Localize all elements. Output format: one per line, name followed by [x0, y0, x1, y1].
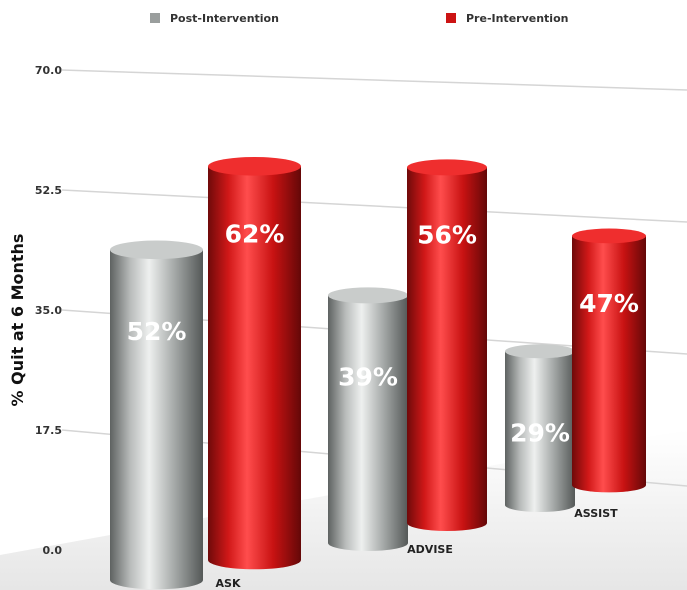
data-label: 47%: [579, 289, 639, 318]
bar-advise-pre: 56%: [407, 159, 487, 531]
bar-assist-post: 29%: [505, 344, 575, 512]
legend-swatch-pre: [446, 13, 456, 23]
legend-label-pre: Pre-Intervention: [466, 12, 568, 25]
category-label: ASK: [216, 577, 241, 590]
bar-advise-post: 39%: [328, 287, 408, 551]
legend-label-post: Post-Intervention: [170, 12, 279, 25]
y-tick-label: 17.5: [35, 424, 62, 437]
y-axis-label: % Quit at 6 Months: [8, 234, 27, 407]
data-label: 56%: [417, 220, 477, 249]
bar-assist-pre: 47%: [572, 228, 646, 493]
data-label: 52%: [127, 317, 187, 346]
y-tick-label: 70.0: [35, 64, 62, 77]
bars: 52% 62% 39% 56% 29% 47%: [110, 157, 646, 590]
y-tick-label: 52.5: [35, 184, 62, 197]
category-labels: ASK ADVISE ASSIST: [216, 507, 619, 590]
data-label: 62%: [225, 219, 285, 248]
data-label: 39%: [338, 362, 398, 391]
y-axis-ticks: 0.0 17.5 35.0 52.5 70.0: [35, 64, 62, 557]
y-tick-label: 35.0: [35, 304, 62, 317]
legend: Post-Intervention Pre-Intervention: [150, 12, 568, 25]
category-label: ASSIST: [574, 507, 618, 520]
category-label: ADVISE: [407, 543, 453, 556]
bar-ask-pre: 62%: [208, 157, 301, 570]
gridline: [61, 69, 687, 91]
legend-swatch-post: [150, 13, 160, 23]
gridline: [61, 189, 687, 223]
bar-ask-post: 52%: [110, 240, 203, 590]
y-tick-label: 0.0: [43, 544, 63, 557]
data-label: 29%: [510, 418, 570, 447]
